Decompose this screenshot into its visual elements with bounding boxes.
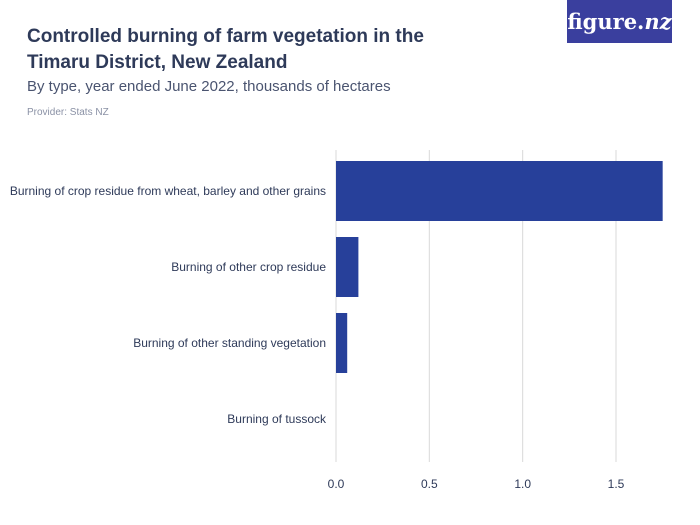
x-tick-label: 1.5 [608,477,625,491]
logo-text-suffix: nz [644,9,672,34]
bar[interactable] [336,313,348,373]
x-tick-label: 1.0 [514,477,531,491]
x-tick-label: 0.0 [328,477,345,491]
figure-nz-logo[interactable]: figure. nz [567,0,672,43]
bar[interactable] [336,161,663,221]
x-axis-ticks: 0.0 0.5 1.0 1.5 [328,477,625,491]
category-label: Burning of other standing vegetation [133,336,326,350]
category-label: Burning of crop residue from wheat, barl… [10,184,326,198]
category-label: Burning of tussock [227,412,327,426]
chart-subtitle: By type, year ended June 2022, thousands… [27,78,391,95]
bar[interactable] [336,237,359,297]
data-provider: Provider: Stats NZ [27,107,109,118]
category-label: Burning of other crop residue [171,260,326,274]
chart-title: Controlled burning of farm vegetation in… [27,26,424,73]
bars [336,161,663,373]
category-labels: Burning of crop residue from wheat, barl… [10,184,327,426]
x-tick-label: 0.5 [421,477,438,491]
logo-text-main: figure. [567,9,645,34]
